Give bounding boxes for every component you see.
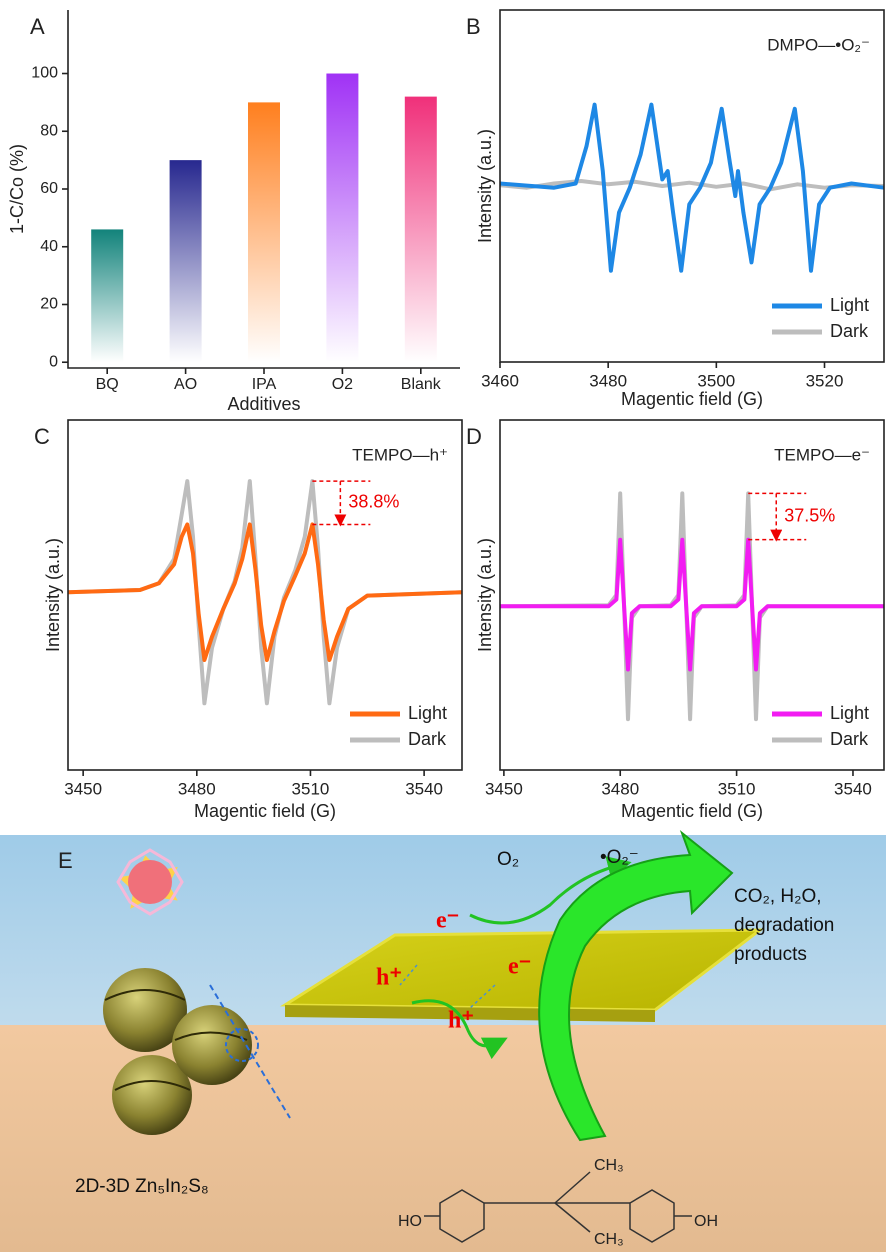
y-tick-label: 100 <box>31 65 58 82</box>
x-tick-label: 3510 <box>292 779 330 798</box>
plot-frame <box>499 419 885 771</box>
chart-title: DMPO—•O₂⁻ <box>767 35 870 54</box>
oxygen: O₂ <box>497 849 519 870</box>
spectrum-line <box>499 102 885 273</box>
panel-label: C <box>34 424 50 449</box>
x-tick-label: AO <box>174 376 197 393</box>
molecule-text: CH₃ <box>594 1231 624 1248</box>
hole: h⁺ <box>448 1008 474 1034</box>
superoxide: •O₂⁻ <box>600 847 639 868</box>
x-tick-label: O2 <box>332 376 353 393</box>
molecule-text: CH₃ <box>594 1157 624 1174</box>
chart-title: TEMPO—e⁻ <box>774 445 870 464</box>
y-axis-label: Intensity (a.u.) <box>43 538 63 652</box>
legend-label: Light <box>830 703 869 723</box>
molecule-text: OH <box>694 1213 718 1230</box>
x-tick-label: BQ <box>96 376 119 393</box>
legend-label: Light <box>830 295 869 315</box>
legend-label: Dark <box>408 729 447 749</box>
x-axis-label: Additives <box>227 394 300 414</box>
x-tick-label: 3480 <box>589 371 627 390</box>
y-axis-label: Intensity (a.u.) <box>475 538 495 652</box>
panel-label: E <box>58 848 73 873</box>
legend-label: Dark <box>830 729 869 749</box>
y-tick-label: 80 <box>40 122 58 139</box>
x-tick-label: 3450 <box>485 779 523 798</box>
x-tick-label: 3520 <box>806 371 844 390</box>
molecule-text: HO <box>398 1213 422 1230</box>
x-tick-label: 3540 <box>834 779 872 798</box>
hole: h⁺ <box>376 965 402 991</box>
axis <box>67 10 460 369</box>
x-axis-label: Magentic field (G) <box>194 801 336 821</box>
y-tick-label: 60 <box>40 180 58 197</box>
chart-panel: 3460 3480 3500 3520 Magentic field (G) Intens… <box>466 9 885 409</box>
x-axis-label: Magentic field (G) <box>621 801 763 821</box>
x-axis-label: Magentic field (G) <box>621 389 763 409</box>
y-axis-label: 1-C/Co (%) <box>7 144 27 234</box>
bar <box>91 229 124 363</box>
x-tick-label: 3480 <box>178 779 216 798</box>
hole-arrow <box>411 999 508 1060</box>
chart-title: TEMPO—h⁺ <box>352 445 448 464</box>
annotation: 37.5% <box>784 505 835 525</box>
y-tick-label: 20 <box>40 296 58 313</box>
bpa-structure <box>424 1171 692 1243</box>
panel-label: D <box>466 424 482 449</box>
electron: e⁻ <box>436 908 459 934</box>
chart-panel: 0 20 40 60 80 100 BQ AO IPA O2 Blank Additives 1-C/C… <box>7 10 460 414</box>
catalyst-label: 2D-3D Zn₅In₂S₈ <box>75 1176 209 1197</box>
sand <box>0 1025 886 1252</box>
panel-e: E O₂ •O₂⁻ e⁻ e⁻ h⁺ h⁺ CO₂, H₂O, <box>0 829 886 1252</box>
y-tick-label: 40 <box>40 238 58 255</box>
bar <box>248 102 280 363</box>
x-tick-label: Blank <box>401 376 442 393</box>
x-tick-label: 3460 <box>481 371 519 390</box>
x-tick-label: 3540 <box>405 779 443 798</box>
panel-label: A <box>30 14 45 39</box>
chart-panel: 3450 3480 3510 3540 Magentic field (G) Intens… <box>34 419 463 821</box>
catalyst-spheres <box>103 968 291 1135</box>
bar <box>404 96 437 363</box>
legend-label: Dark <box>830 321 869 341</box>
x-tick-label: 3500 <box>697 371 735 390</box>
sun <box>116 848 184 916</box>
x-tick-label: 3450 <box>64 779 102 798</box>
electron: e⁻ <box>508 954 531 980</box>
legend-label: Light <box>408 703 447 723</box>
degradation-arrow <box>538 829 734 1142</box>
x-tick-label: 3480 <box>601 779 639 798</box>
bar <box>169 160 202 363</box>
spectrum-line <box>67 522 463 662</box>
y-tick-label: 0 <box>49 353 58 370</box>
products: degradation <box>734 915 834 936</box>
products: CO₂, H₂O, <box>734 886 822 907</box>
x-tick-label: 3510 <box>718 779 756 798</box>
plot-frame <box>67 419 463 771</box>
panel-label: B <box>466 14 481 39</box>
spectrum-line <box>499 179 885 192</box>
annotation: 38.8% <box>348 492 399 512</box>
products: products <box>734 944 807 965</box>
chart-panel: 3450 3480 3510 3540 Magentic field (G) Intens… <box>466 419 885 821</box>
spectrum-line <box>500 537 884 672</box>
plot-frame <box>499 9 885 363</box>
x-tick-label: IPA <box>252 376 277 393</box>
y-axis-label: Intensity (a.u.) <box>475 129 495 243</box>
bar <box>326 73 359 363</box>
electron-arrow <box>469 856 632 925</box>
